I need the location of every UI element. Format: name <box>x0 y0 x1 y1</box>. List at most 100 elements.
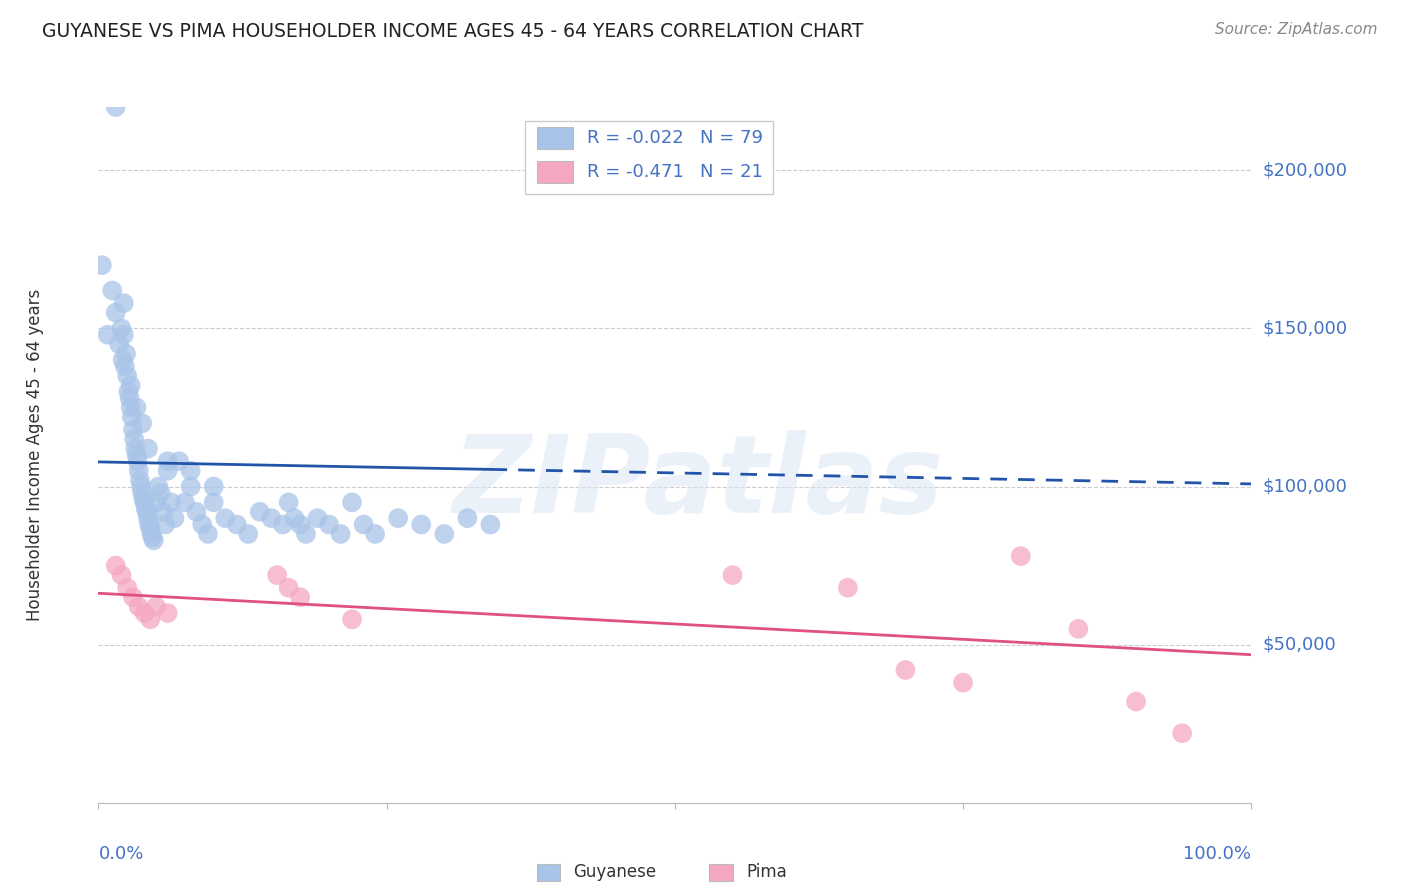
Point <box>721 568 744 582</box>
Text: Guyanese: Guyanese <box>574 863 657 881</box>
Point <box>117 384 139 399</box>
Point <box>120 378 142 392</box>
Point <box>225 517 247 532</box>
Text: Pima: Pima <box>747 863 787 881</box>
Text: Householder Income Ages 45 - 64 years: Householder Income Ages 45 - 64 years <box>25 289 44 621</box>
Point <box>129 473 152 487</box>
Point <box>112 327 135 342</box>
Point <box>238 527 260 541</box>
FancyBboxPatch shape <box>537 128 574 150</box>
Point <box>152 505 174 519</box>
Point <box>387 511 409 525</box>
Point <box>128 599 150 614</box>
Point <box>142 530 165 544</box>
Point <box>114 359 136 374</box>
Point <box>163 511 186 525</box>
Point <box>141 527 163 541</box>
Text: GUYANESE VS PIMA HOUSEHOLDER INCOME AGES 45 - 64 YEARS CORRELATION CHART: GUYANESE VS PIMA HOUSEHOLDER INCOME AGES… <box>42 22 863 41</box>
Point <box>1171 726 1194 740</box>
Point <box>340 612 363 626</box>
Point <box>136 442 159 456</box>
Text: $50,000: $50,000 <box>1263 636 1336 654</box>
Point <box>139 612 162 626</box>
Point <box>117 581 138 595</box>
FancyBboxPatch shape <box>537 863 560 881</box>
Point <box>479 517 502 532</box>
Point <box>340 495 363 509</box>
Point <box>156 454 179 468</box>
Point <box>160 495 183 509</box>
Text: $150,000: $150,000 <box>1263 319 1347 337</box>
Text: N = 21: N = 21 <box>700 162 763 181</box>
Point <box>1067 622 1090 636</box>
Point <box>1010 549 1032 563</box>
Point <box>132 492 155 507</box>
Point <box>202 479 225 493</box>
Point <box>136 511 159 525</box>
Point <box>117 368 138 383</box>
Point <box>186 505 208 519</box>
Point <box>202 495 225 509</box>
Point <box>167 454 190 468</box>
Point <box>318 517 340 532</box>
Text: $100,000: $100,000 <box>1263 477 1347 496</box>
Point <box>135 501 157 516</box>
Point <box>156 606 179 620</box>
Point <box>364 527 387 541</box>
Point <box>307 511 329 525</box>
Text: Source: ZipAtlas.com: Source: ZipAtlas.com <box>1215 22 1378 37</box>
Point <box>155 517 177 532</box>
Point <box>128 464 150 478</box>
Point <box>145 599 167 614</box>
Point <box>433 527 456 541</box>
Point <box>124 442 146 456</box>
FancyBboxPatch shape <box>524 121 773 194</box>
Point <box>122 423 145 437</box>
Point <box>131 486 153 500</box>
Point <box>353 517 375 532</box>
Point <box>191 517 214 532</box>
Point <box>277 581 299 595</box>
Text: N = 79: N = 79 <box>700 129 763 147</box>
Point <box>135 505 157 519</box>
Point <box>329 527 352 541</box>
Point <box>138 517 160 532</box>
Point <box>131 417 153 431</box>
Point <box>120 401 142 415</box>
Text: 0.0%: 0.0% <box>98 845 143 863</box>
Point <box>266 568 288 582</box>
Point <box>110 568 132 582</box>
Point <box>249 505 271 519</box>
Point <box>111 353 134 368</box>
Point <box>125 401 148 415</box>
Point <box>115 347 138 361</box>
Point <box>174 495 197 509</box>
Point <box>1125 695 1147 709</box>
Point <box>122 591 145 605</box>
Point <box>837 581 859 595</box>
Point <box>145 495 167 509</box>
Point <box>134 495 156 509</box>
Point <box>90 258 112 272</box>
Point <box>894 663 917 677</box>
Point <box>134 606 156 620</box>
Point <box>214 511 236 525</box>
FancyBboxPatch shape <box>710 863 733 881</box>
Point <box>149 486 172 500</box>
Point <box>125 448 148 462</box>
Point <box>290 591 312 605</box>
Point <box>97 327 120 342</box>
Point <box>104 100 127 114</box>
Point <box>112 296 135 310</box>
Text: ZIPatlas: ZIPatlas <box>453 430 943 536</box>
Point <box>121 409 143 424</box>
Point <box>180 479 202 493</box>
Text: R = -0.471: R = -0.471 <box>588 162 685 181</box>
Point <box>101 284 124 298</box>
Point <box>411 517 433 532</box>
Point <box>156 464 179 478</box>
Point <box>108 337 131 351</box>
Point <box>283 511 305 525</box>
Point <box>148 479 170 493</box>
Point <box>129 479 152 493</box>
